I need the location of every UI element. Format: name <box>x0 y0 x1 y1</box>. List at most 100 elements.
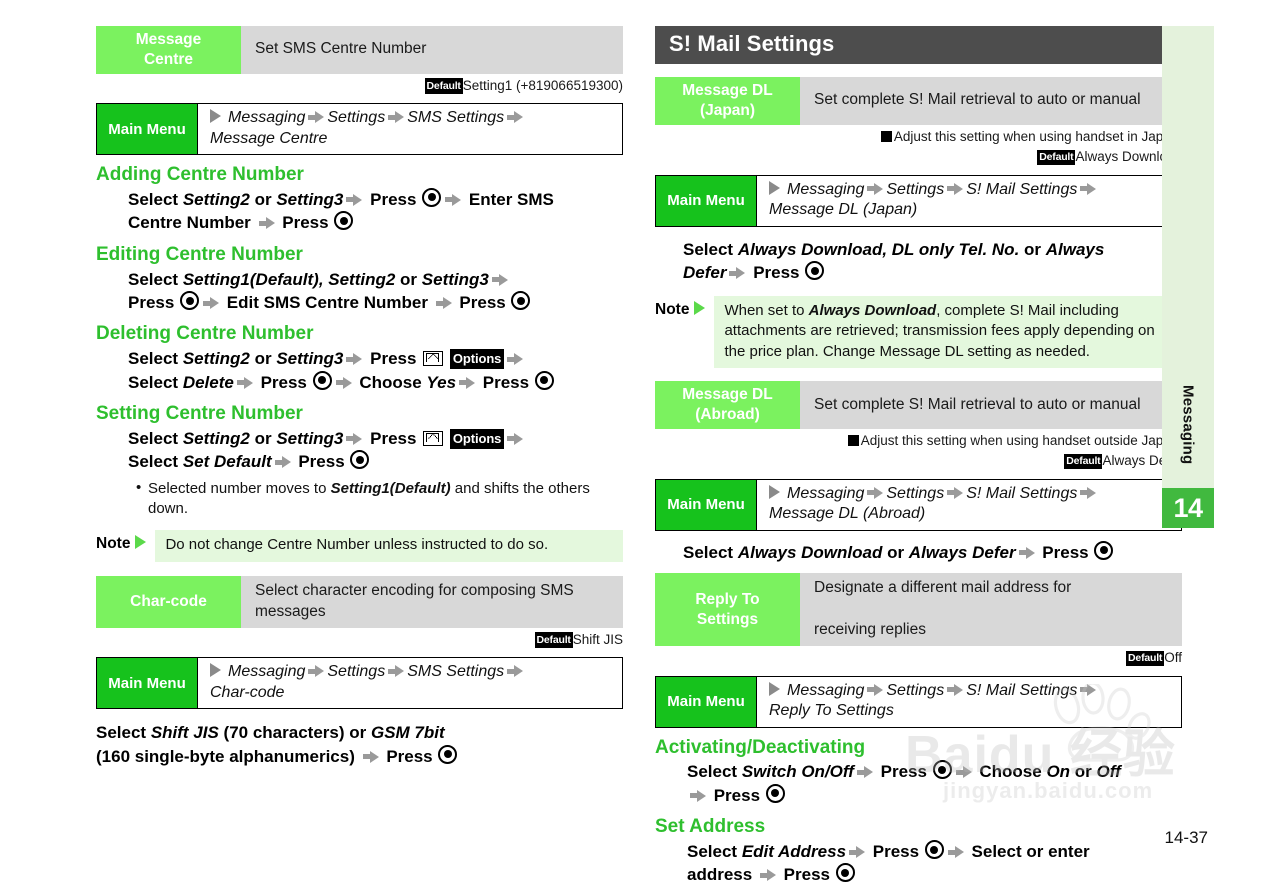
path-crumb-2: Settings <box>886 180 945 198</box>
step-text: Select <box>96 723 151 743</box>
step-text: Select <box>128 349 183 369</box>
feature-name-line1: Message <box>135 31 202 48</box>
steps-set-address: Select Edit Address Press Select or ente… <box>687 840 1182 887</box>
path-crumb-4: Message DL (Abroad) <box>769 505 926 523</box>
feature-name-line1: Message DL <box>682 386 773 404</box>
path-crumb-2: Settings <box>886 681 945 699</box>
path-crumb-4: Char-code <box>210 683 285 701</box>
step-value: Always Download <box>737 542 883 562</box>
arrow-right-icon <box>849 846 866 859</box>
arrow-right-icon <box>947 182 964 195</box>
step-value: Setting2 <box>182 428 250 448</box>
arrow-right-icon <box>435 297 452 309</box>
arrow-right-icon <box>335 376 352 389</box>
bullet-text: Selected number moves to <box>148 479 331 497</box>
feature-name-message-dl-abroad: Message DL (Abroad) <box>655 381 800 429</box>
note-square-text: Adjust this setting when using handset o… <box>860 432 1182 448</box>
black-square-icon <box>847 434 859 446</box>
main-menu-path: Messaging Settings S! Mail Settings Messag… <box>757 176 1181 226</box>
path-crumb-1: Messaging <box>228 663 306 681</box>
steps-char-code: Select Shift JIS (70 characters) or GSM … <box>96 721 623 768</box>
feature-name-line1: Reply To <box>695 590 760 608</box>
right-column: S! Mail Settings Message DL (Japan) Set … <box>655 26 1182 887</box>
step-text: Press <box>868 842 924 862</box>
center-key-icon <box>334 211 354 231</box>
play-triangle-icon <box>769 180 780 195</box>
feature-description-line1: Set complete S! Mail retrieval to auto o… <box>814 91 1141 109</box>
step-text: Press <box>277 213 334 233</box>
play-triangle-icon <box>769 681 780 696</box>
step-text: Edit SMS Centre Number <box>222 293 433 312</box>
note-always-download: Note When set to Always Download, comple… <box>655 295 1182 369</box>
steps-deleting-centre-number: Select Setting2 or Setting3 Press Option… <box>128 347 623 394</box>
softkey-options: Options <box>449 349 505 370</box>
main-menu-box-char-code[interactable]: Main Menu Messaging Settings SMS Settings … <box>96 657 623 710</box>
main-menu-box-message-centre[interactable]: Main Menu Messaging Settings SMS Settings … <box>96 103 623 156</box>
step-value: Shift JIS <box>150 723 219 743</box>
default-value: Shift JIS <box>572 631 623 647</box>
note-triangle-icon <box>694 300 706 315</box>
step-text: (160 single-byte alphanumerics) <box>96 746 360 766</box>
steps-editing-centre-number: Select Setting1(Default), Setting2 or Se… <box>128 268 623 315</box>
main-menu-path: Messaging Settings SMS Settings Char-code <box>198 658 622 708</box>
step-text: Select <box>687 762 742 782</box>
arrow-right-icon <box>759 869 776 882</box>
step-text: Choose <box>974 762 1047 782</box>
feature-description-line2: receiving replies <box>814 621 926 639</box>
step-value: GSM 7bit <box>370 723 445 743</box>
feature-description-reply-to-settings: Designate a different mail address for r… <box>800 573 1182 647</box>
step-text: Press <box>128 293 180 312</box>
main-menu-box-message-dl-abroad[interactable]: Main Menu Messaging Settings S! Mail Setti… <box>655 478 1182 531</box>
arrow-right-icon <box>867 182 884 195</box>
arrow-right-icon <box>867 683 884 696</box>
default-line-char-code: Default Shift JIS <box>96 631 623 649</box>
path-crumb-4: Message DL (Japan) <box>769 201 918 219</box>
center-key-icon <box>805 261 825 281</box>
feature-row-message-centre: Message Centre Set SMS Centre Number <box>96 26 623 74</box>
arrow-right-icon <box>388 111 405 124</box>
center-key-icon <box>534 370 554 390</box>
center-key-icon <box>180 291 200 310</box>
step-value: Yes <box>426 372 457 392</box>
step-text: (70 characters) or <box>218 723 371 743</box>
step-value: Edit Address <box>741 842 847 862</box>
step-value: Setting3 <box>276 349 344 369</box>
path-crumb-3: SMS Settings <box>407 663 505 681</box>
step-value: Delete <box>182 372 234 392</box>
default-line-message-centre: Default Setting1 (+819066519300) <box>96 77 623 95</box>
feature-description-line1: Set SMS Centre Number <box>255 40 427 58</box>
step-value: Setting2 <box>182 349 250 369</box>
step-text: Press <box>748 263 805 283</box>
step-text: or <box>249 189 277 209</box>
feature-description-message-centre: Set SMS Centre Number <box>241 26 623 74</box>
default-badge: Default <box>424 78 463 94</box>
path-crumb-3: S! Mail Settings <box>966 180 1078 198</box>
arrow-right-icon <box>1080 486 1097 499</box>
feature-row-message-dl-japan: Message DL (Japan) Set complete S! Mail … <box>655 77 1182 125</box>
center-key-icon <box>511 291 531 310</box>
path-crumb-1: Messaging <box>787 484 865 502</box>
default-line-reply-to-settings: Default Off <box>655 649 1182 667</box>
note-text: When set to <box>724 301 809 319</box>
softkey-options: Options <box>449 428 505 449</box>
step-text: Press <box>381 746 438 766</box>
step-text: Press <box>875 762 932 782</box>
center-key-icon <box>932 760 952 780</box>
arrow-right-icon <box>1080 683 1097 696</box>
main-menu-box-message-dl-japan[interactable]: Main Menu Messaging Settings S! Mail Setti… <box>655 174 1182 227</box>
arrow-right-icon <box>947 846 964 859</box>
arrow-right-icon <box>346 432 363 445</box>
feature-description-line1: Select character encoding for composing … <box>255 581 574 599</box>
main-menu-path: Messaging Settings S! Mail Settings Reply … <box>757 677 1181 727</box>
step-text: Press <box>365 349 422 369</box>
feature-name-line2: (Abroad) <box>695 406 760 424</box>
arrow-right-icon <box>236 376 253 389</box>
steps-setting-centre-number: Select Setting2 or Setting3 Press Option… <box>128 427 623 474</box>
arrow-right-icon <box>947 486 964 499</box>
arrow-right-icon <box>258 217 275 230</box>
arrow-right-icon <box>308 665 325 678</box>
path-crumb-4: Reply To Settings <box>769 702 894 720</box>
step-text: Select <box>128 269 183 289</box>
main-menu-box-reply-to-settings[interactable]: Main Menu Messaging Settings S! Mail Setti… <box>655 675 1182 728</box>
step-value: Off <box>1096 762 1121 782</box>
